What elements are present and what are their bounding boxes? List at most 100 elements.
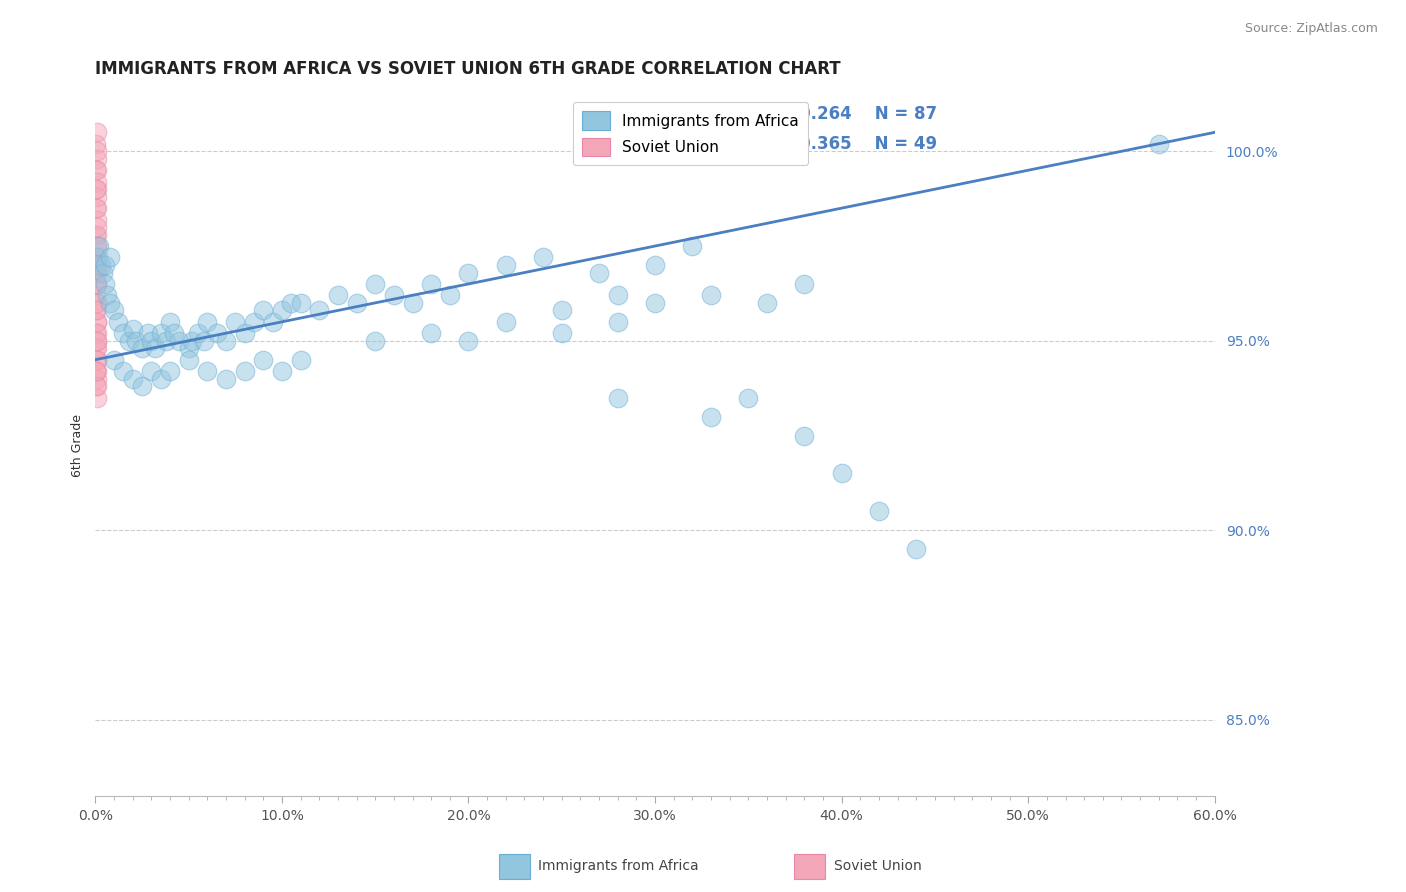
Point [121, 372, 143, 386]
Point [86, 364, 108, 378]
Point [86, 315, 108, 329]
Point [86, 175, 108, 189]
Point [86, 352, 108, 367]
Point [308, 303, 330, 318]
Point [86, 391, 108, 405]
Point [136, 326, 159, 341]
Point [155, 334, 177, 348]
Point [346, 296, 368, 310]
Point [103, 303, 125, 318]
Point [205, 326, 228, 341]
Point [86, 334, 108, 348]
Point [551, 326, 574, 341]
Point [86, 258, 108, 272]
Point [1147, 136, 1170, 151]
Point [195, 315, 218, 329]
Point [181, 334, 204, 348]
Point [86, 379, 108, 393]
Point [86, 201, 108, 215]
Point [141, 364, 163, 378]
Y-axis label: 6th Grade: 6th Grade [72, 414, 84, 476]
Point [86, 125, 108, 139]
Point [193, 334, 215, 348]
Point [551, 303, 574, 318]
Point [143, 342, 166, 356]
Point [169, 334, 191, 348]
Text: R = 0.365    N = 49: R = 0.365 N = 49 [762, 135, 938, 153]
Point [681, 239, 703, 253]
Point [531, 251, 554, 265]
Point [84, 303, 107, 318]
Point [84, 163, 107, 178]
Point [98, 251, 121, 265]
Point [793, 428, 815, 442]
Point [326, 288, 349, 302]
Point [700, 409, 723, 424]
Point [84, 227, 107, 242]
Point [87, 239, 110, 253]
Point [112, 364, 135, 378]
Point [86, 326, 108, 341]
Point [86, 258, 108, 272]
Point [700, 288, 723, 302]
Point [86, 364, 108, 378]
Point [163, 326, 186, 341]
Point [86, 251, 108, 265]
Point [457, 266, 479, 280]
Point [86, 303, 108, 318]
Point [86, 296, 108, 310]
Point [195, 364, 218, 378]
Point [112, 326, 135, 341]
Point [86, 220, 108, 235]
Point [86, 201, 108, 215]
Point [868, 504, 890, 518]
Point [439, 288, 461, 302]
Point [125, 334, 148, 348]
Point [149, 326, 172, 341]
Point [271, 303, 294, 318]
Point [252, 303, 274, 318]
Point [606, 391, 628, 405]
Point [107, 315, 129, 329]
Point [86, 342, 108, 356]
Text: Source: ZipAtlas.com: Source: ZipAtlas.com [1244, 22, 1378, 36]
Point [86, 277, 108, 291]
Point [606, 315, 628, 329]
Point [644, 296, 666, 310]
Point [290, 352, 312, 367]
Point [84, 342, 107, 356]
Point [737, 391, 759, 405]
Point [271, 364, 294, 378]
Point [495, 258, 517, 272]
Point [91, 266, 114, 280]
Point [86, 212, 108, 227]
Point [420, 277, 443, 291]
Text: R = 0.264    N = 87: R = 0.264 N = 87 [762, 105, 938, 123]
Point [177, 342, 200, 356]
Point [420, 326, 443, 341]
Point [86, 163, 108, 178]
Point [86, 364, 108, 378]
Point [457, 334, 479, 348]
Point [131, 342, 153, 356]
Point [141, 334, 163, 348]
Point [224, 315, 246, 329]
Point [243, 315, 266, 329]
Point [588, 266, 610, 280]
Point [280, 296, 302, 310]
Point [215, 334, 238, 348]
Point [84, 136, 107, 151]
Point [364, 277, 387, 291]
Text: IMMIGRANTS FROM AFRICA VS SOVIET UNION 6TH GRADE CORRELATION CHART: IMMIGRANTS FROM AFRICA VS SOVIET UNION 6… [96, 60, 841, 78]
Point [215, 372, 238, 386]
Point [401, 296, 423, 310]
Point [84, 277, 107, 291]
Point [252, 352, 274, 367]
Point [103, 352, 125, 367]
Point [382, 288, 405, 302]
Point [84, 379, 107, 393]
Point [159, 315, 181, 329]
Point [177, 352, 200, 367]
Point [98, 296, 121, 310]
Point [96, 288, 118, 302]
